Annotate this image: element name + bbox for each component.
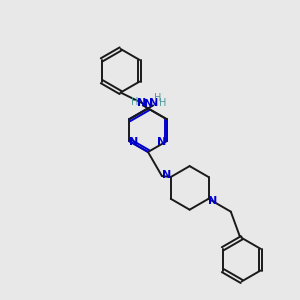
Text: N: N: [157, 137, 167, 147]
Text: H: H: [159, 98, 167, 108]
Text: N: N: [130, 137, 139, 147]
Text: N: N: [137, 98, 146, 108]
Text: N: N: [208, 196, 217, 206]
Text: H: H: [131, 98, 139, 107]
Text: N: N: [162, 170, 171, 180]
Text: N: N: [144, 99, 154, 110]
Text: N: N: [148, 98, 158, 108]
Text: H: H: [154, 94, 162, 103]
